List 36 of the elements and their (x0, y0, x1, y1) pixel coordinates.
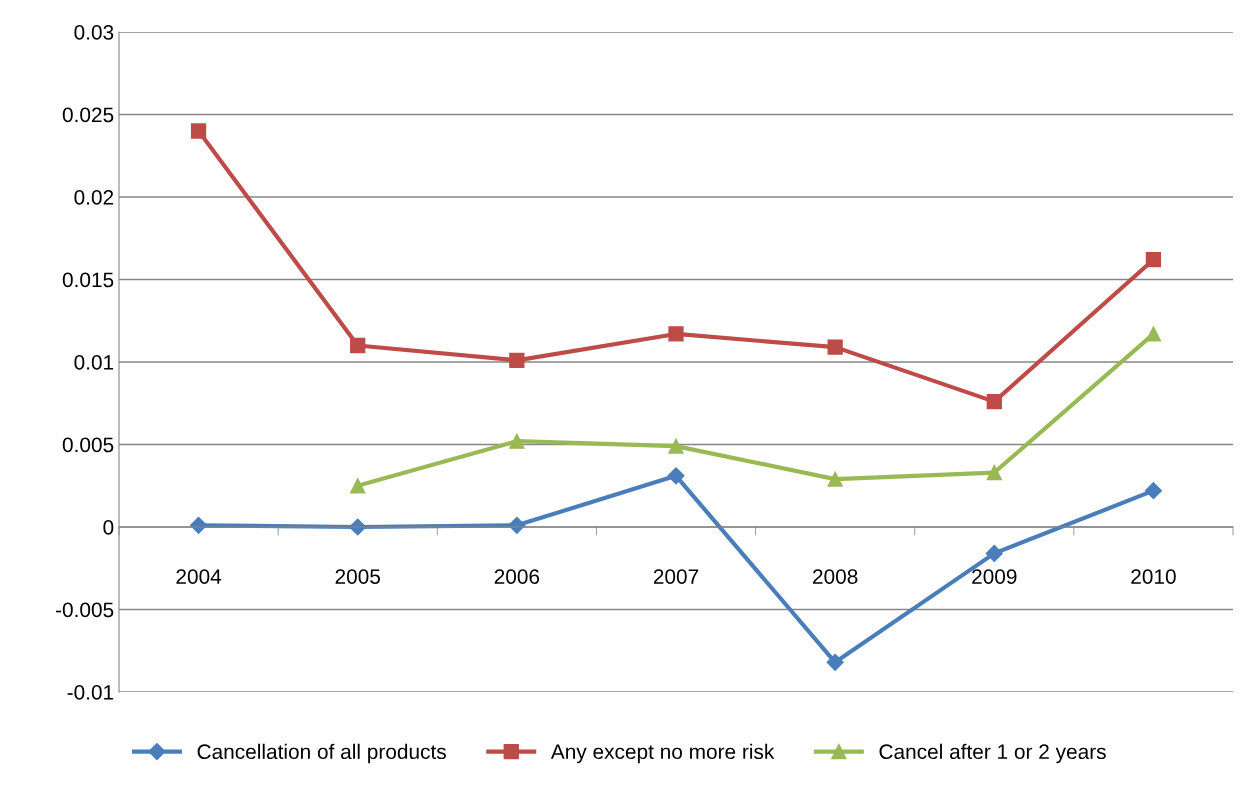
x-tick-label: 2004 (176, 569, 222, 584)
point (509, 352, 525, 368)
point (190, 123, 207, 139)
point (667, 467, 685, 485)
y-tick-label: -0.005 (56, 602, 114, 618)
point (827, 339, 843, 355)
point (986, 464, 1002, 481)
point (985, 544, 1003, 562)
point (827, 471, 843, 487)
y-tick-label: 0.015 (62, 272, 114, 288)
y-tick-label: 0 (103, 520, 114, 535)
point (1145, 326, 1162, 342)
x-tick-label: 2010 (1131, 569, 1176, 584)
point (509, 433, 525, 449)
point (668, 438, 684, 454)
y-tick-label: -0.01 (67, 685, 114, 700)
point (826, 653, 844, 671)
point (350, 478, 366, 494)
x-tick-label: 2005 (335, 569, 381, 584)
x-tick-label: 2007 (653, 569, 699, 584)
y-tick-label: 0.02 (74, 190, 114, 205)
point (1145, 252, 1162, 268)
point (350, 337, 366, 354)
y-tick-label: 0.025 (62, 107, 114, 123)
x-tick-label: 2009 (972, 569, 1017, 584)
legend-label: Any except no more risk (550, 743, 775, 764)
x-tick-label: 2006 (494, 569, 540, 584)
y-tick-label: 0.005 (62, 437, 114, 453)
point (668, 326, 684, 342)
y-tick-label: 0.01 (74, 355, 114, 370)
point (986, 393, 1002, 410)
y-tick-label: 0.03 (74, 25, 114, 40)
legend-label: Cancel after 1 or 2 years (879, 743, 1106, 764)
legend-label: Cancellation of all products (197, 743, 446, 764)
point (1144, 482, 1162, 500)
x-tick-label: 2008 (813, 569, 858, 584)
